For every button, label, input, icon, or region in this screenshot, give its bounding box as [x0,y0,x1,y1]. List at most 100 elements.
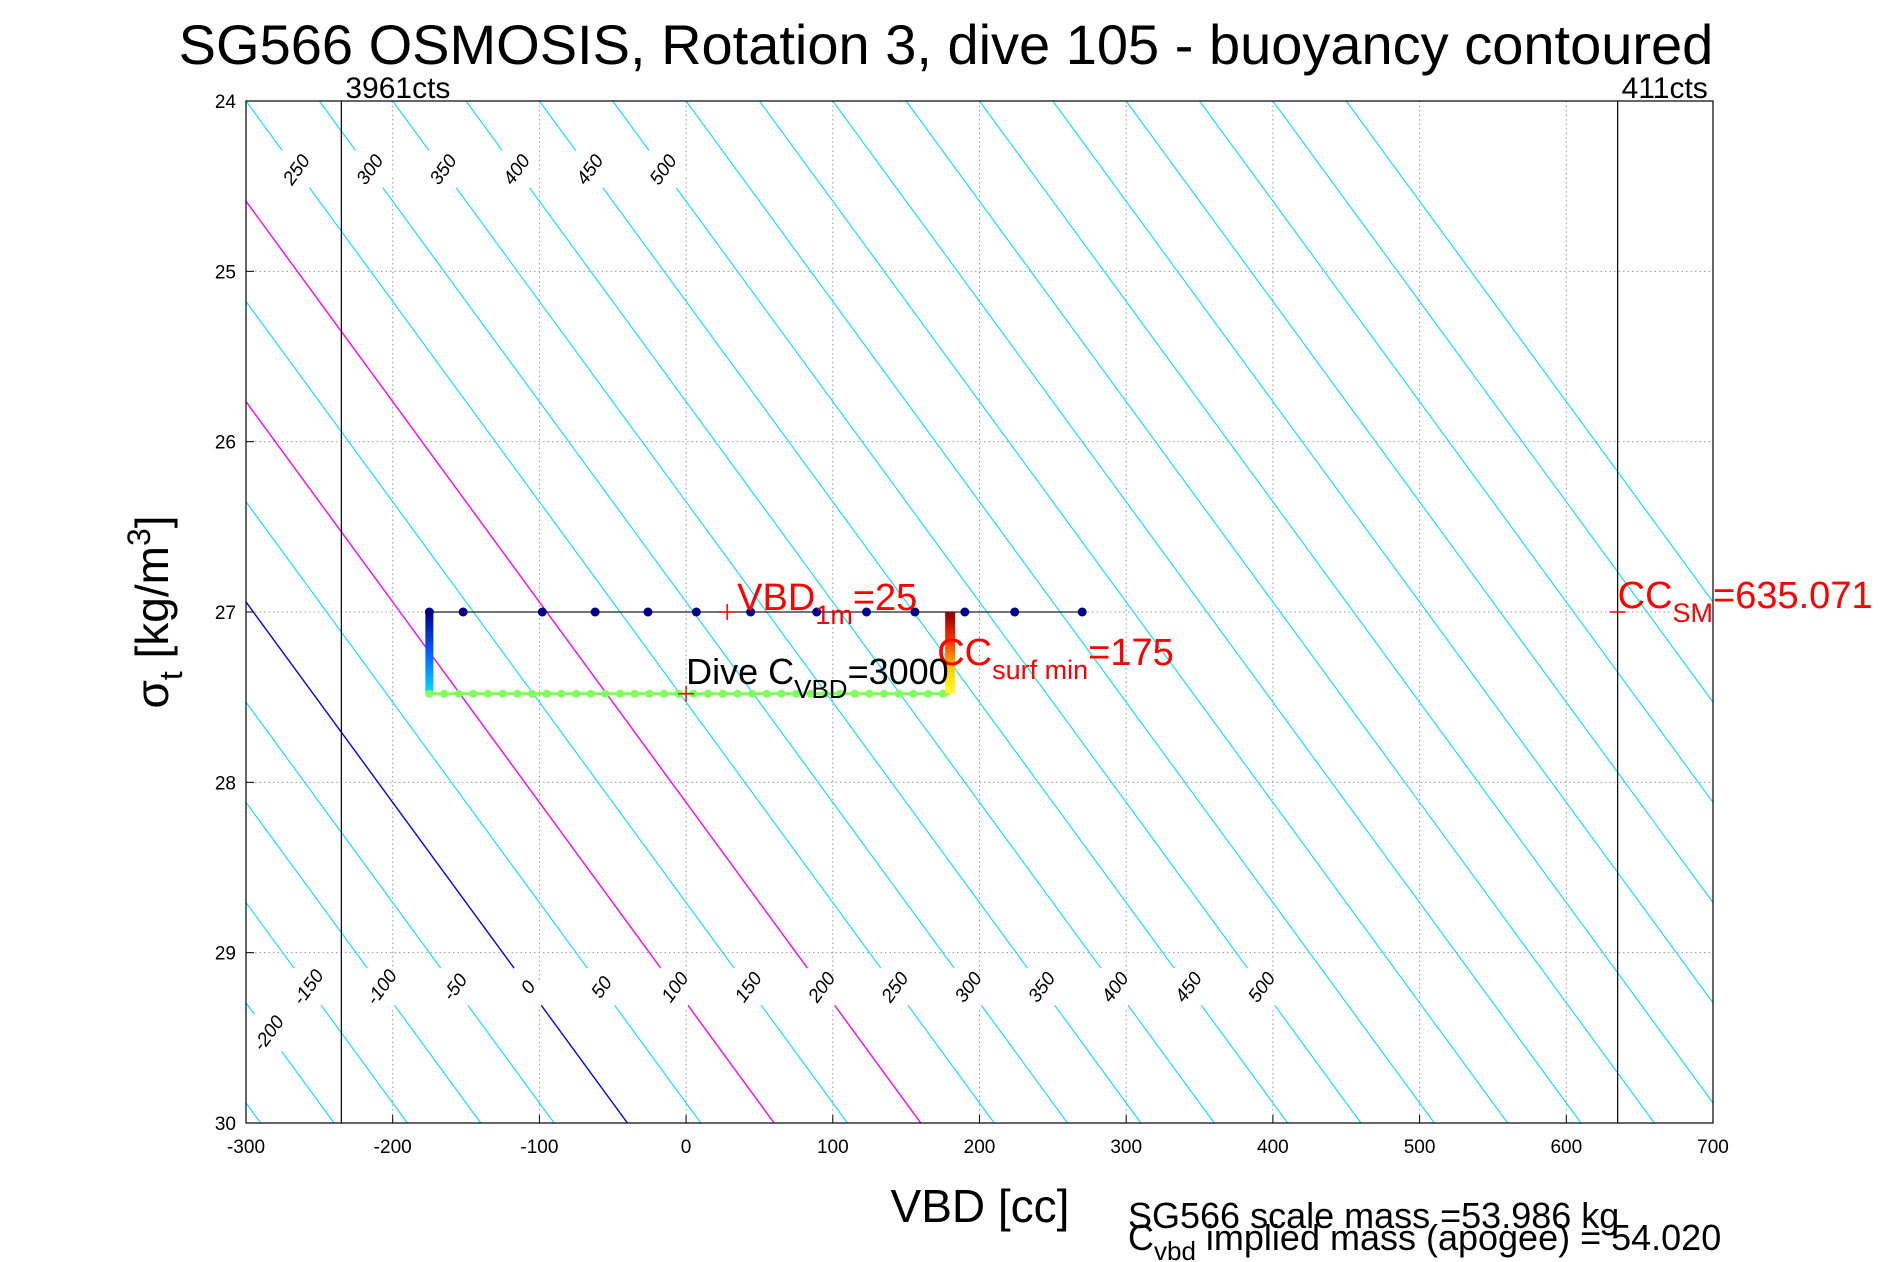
contour-line [246,701,555,1123]
contour-line [1272,101,1713,704]
profile-bottom-point [850,689,859,698]
contour-label-bg [637,146,688,192]
profile-top-point [1010,607,1020,617]
profile-bottom-point [762,689,771,698]
y-axis-label-subscript: t [153,671,189,680]
profile-bottom-point [616,689,625,698]
profile-left-segment [425,612,434,694]
profile-bottom-point [454,689,463,698]
footer-scale-mass: SG566 scale mass =53.986 kg [1128,1195,1619,1236]
profile-top-point [1077,607,1087,617]
contour-label-bg [491,146,541,192]
contour-label-bg [649,964,700,1010]
profile-top-point [746,607,756,617]
contour-line [246,901,408,1123]
svg-text:σt [kg/m3]: σt [kg/m3] [121,515,189,708]
y-axis-label-symbol: σ [126,680,178,708]
profile-top-point [590,607,600,617]
x-tick-label: -300 [227,1137,265,1158]
contour-line [979,101,1713,1104]
profile-bottom-point [924,689,933,698]
profile-bottom-point [440,689,449,698]
profile-bottom-point [601,689,610,698]
contour-label-bg [344,146,395,192]
x-tick-label: -100 [520,1137,558,1158]
profile-bottom-point [806,689,815,698]
profile-bottom-point [792,689,801,698]
profile-bottom-point [660,689,669,698]
contour-line [246,400,775,1123]
contour-label-bg [869,964,920,1010]
contour-label-bg [1162,964,1213,1010]
annotation-label: CCSM=635.071 [1618,575,1873,628]
contour-label-bg [417,146,468,192]
profile-bottom-point [586,689,595,698]
contour-line [1052,101,1713,1004]
footer-c-symbol: C [1128,1217,1154,1258]
profile-top-point [458,607,468,617]
x-tick-label: 0 [681,1137,692,1158]
profile-bottom-point [748,689,757,698]
contour-label-bg [564,146,615,192]
y-axis-label: σt [kg/m3] [121,515,189,708]
profile-right-segment [945,612,956,694]
contour-line [1199,101,1713,804]
contour-label-bg [502,964,553,1010]
profile-bottom-point [542,689,551,698]
footer-implied-mass: Cvbd implied mass (apogee) = 54.020 [1128,1217,1721,1262]
profile-bottom-point [821,689,830,698]
profile-bottom-point [880,689,889,698]
profile-bottom-point [498,689,507,698]
profile-bottom-point [469,689,478,698]
contour-line [246,801,482,1123]
contour-label-bg [271,146,321,192]
contour-label-bg [429,964,480,1010]
footer-implied-text: implied mass (apogee) = 54.020 [1196,1217,1721,1258]
profile-bottom-point [645,689,654,698]
profile-top-point [537,607,547,617]
contour-label-bg [576,964,626,1010]
y-axis-label-superscript: 3 [121,528,157,546]
x-tick-label: 600 [1550,1137,1582,1158]
profile-bottom-point [557,689,566,698]
annotation-label: VBD1m=25 [737,577,917,630]
contour-label-bg [796,964,846,1010]
profile-bottom-point [572,689,581,698]
x-tick-label: 300 [1110,1137,1142,1158]
contour-line [759,101,1509,1123]
profile-bottom-point [484,689,493,698]
x-axis-label: VBD [cc] [891,1180,1070,1232]
profile-bottom-point [865,689,874,698]
contour-line [0,101,41,1123]
contour-label-bg [356,964,406,1010]
contour-label-bg [942,964,993,1010]
vbd-limit-label: 3961cts [345,72,450,105]
profile-bottom-point [425,689,434,698]
y-axis-ticks: 24 25 26 27 28 29 30 [215,92,254,1135]
contour-line [0,101,114,1123]
x-tick-label: -200 [374,1137,412,1158]
contour-label-bg [1089,964,1140,1010]
profile-top-point [862,607,872,617]
x-tick-label: 200 [964,1137,996,1158]
y-tick-label: 28 [215,773,236,794]
profile-top-point [910,607,920,617]
profile-top-point [643,607,653,617]
y-tick-label: 25 [215,262,236,283]
profile-top-point [812,607,822,617]
x-tick-label: 700 [1697,1137,1729,1158]
contour-label-bg [282,964,333,1010]
profile-bottom-point [909,689,918,698]
profile-bottom-point [836,689,845,698]
profile-bottom-point [513,689,522,698]
profile-bottom-point [528,689,537,698]
vbd-limit-label: 411cts [1622,72,1708,105]
contour-line [832,101,1582,1123]
contour-line [1125,101,1713,904]
x-axis-ticks: -300 -200 -100 0 100 200 300 400 500 600 700 [227,1115,1729,1158]
contour-line [246,500,702,1123]
profile-bottom-point [630,689,639,698]
profile-bottom-point [704,689,713,698]
profile-top-point [691,607,701,617]
chart-title: SG566 OSMOSIS, Rotation 3, dive 105 - bu… [179,13,1714,76]
